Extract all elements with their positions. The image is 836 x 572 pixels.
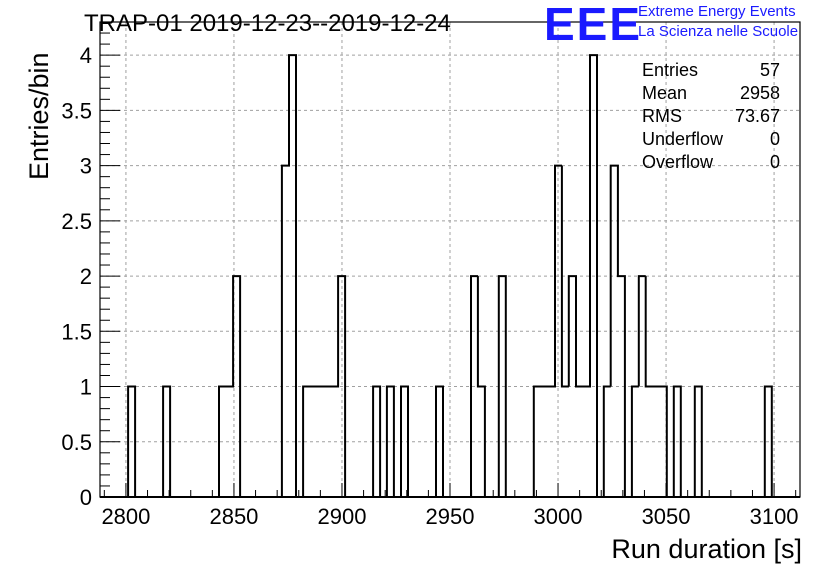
axis-ticks: 2800 2850 2900 2950 3000 3050 3100 0 0.5 1 1.5 2 2.5…: [61, 32, 799, 529]
y-tick-label: 3.5: [61, 98, 92, 123]
stats-row-mean: Mean 2958: [642, 83, 780, 106]
grid-lines: [100, 22, 800, 497]
stats-row-overflow: Overflow 0: [642, 152, 780, 175]
stats-value: 0: [769, 152, 780, 172]
stats-label: RMS: [642, 106, 682, 126]
stats-row-underflow: Underflow 0: [642, 129, 780, 152]
stats-label: Underflow: [642, 129, 724, 149]
eee-logo: EEE: [544, 0, 643, 50]
x-tick-label: 3100: [750, 504, 799, 529]
chart-title: TRAP-01 2019-12-23--2019-12-24: [84, 10, 451, 37]
stats-row-entries: Entries 57: [642, 60, 780, 83]
x-tick-label: 2900: [317, 504, 366, 529]
x-tick-label: 3050: [642, 504, 691, 529]
stats-value: 0: [769, 129, 780, 149]
x-tick-label: 2800: [101, 504, 150, 529]
logo-line-2: La Scienza nelle Scuole: [638, 23, 799, 40]
y-axis-label: Entries/bin: [24, 52, 54, 180]
y-tick-label: 0: [80, 485, 92, 510]
y-tick-label: 4: [80, 43, 92, 68]
y-tick-label: 1: [80, 375, 92, 400]
y-tick-label: 0.5: [61, 430, 92, 455]
y-tick-label: 1.5: [61, 319, 92, 344]
y-tick-label: 2.5: [61, 209, 92, 234]
stats-box: Entries 57 Mean 2958 RMS 73.67 Underflow…: [642, 60, 780, 175]
x-tick-label: 2850: [209, 504, 258, 529]
x-tick-label: 3000: [534, 504, 583, 529]
stats-label: Mean: [642, 83, 688, 103]
y-tick-label: 3: [80, 154, 92, 179]
stats-value: 2958: [739, 83, 780, 103]
stats-value: 73.67: [734, 106, 780, 126]
x-tick-label: 2950: [426, 504, 475, 529]
stats-label: Overflow: [642, 152, 714, 172]
y-tick-label: 2: [80, 264, 92, 289]
x-axis-label: Run duration [s]: [611, 534, 802, 564]
logo-line-1: Extreme Energy Events: [638, 3, 796, 20]
stats-value: 57: [759, 60, 780, 80]
stats-label: Entries: [642, 60, 699, 80]
stats-row-rms: RMS 73.67: [642, 106, 780, 129]
